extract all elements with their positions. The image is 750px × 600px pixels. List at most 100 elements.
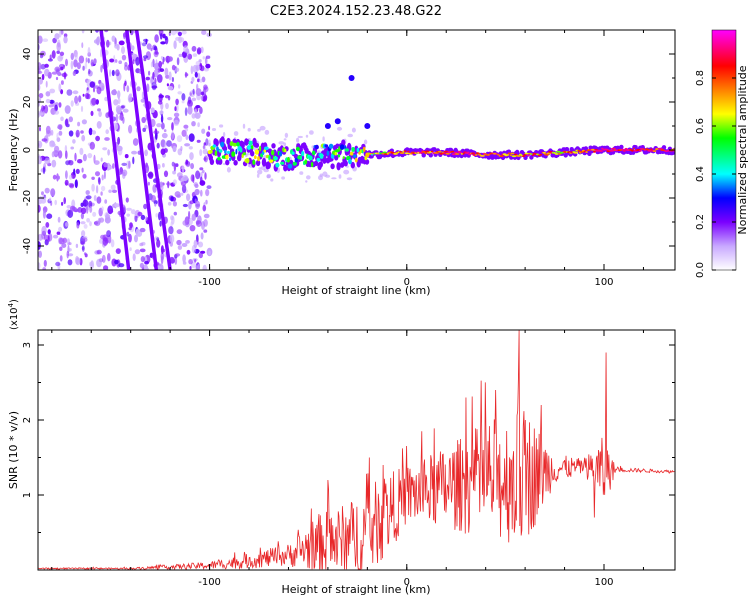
noise-speckle: [58, 130, 63, 136]
track-core: [400, 152, 405, 155]
noise-speckle: [160, 148, 166, 155]
noise-speckle: [184, 107, 188, 117]
noise-speckle: [64, 179, 69, 186]
track-halo: [219, 124, 224, 128]
noise-speckle: [115, 113, 119, 123]
noise-speckle: [189, 200, 194, 205]
track-core: [518, 153, 522, 156]
noise-speckle: [195, 105, 201, 109]
noise-speckle: [206, 131, 211, 137]
track-core: [337, 154, 341, 158]
noise-speckle: [179, 37, 185, 43]
noise-speckle: [54, 66, 61, 73]
track-core: [445, 152, 450, 155]
track-core: [229, 141, 234, 147]
noise-speckle: [86, 205, 89, 214]
noise-speckle: [111, 69, 115, 77]
noise-speckle: [56, 132, 59, 140]
noise-speckle: [72, 70, 77, 76]
noise-speckle: [134, 212, 138, 217]
noise-speckle: [208, 250, 211, 256]
noise-speckle: [112, 163, 115, 169]
noise-speckle: [76, 62, 81, 70]
noise-speckle: [66, 250, 69, 259]
noise-speckle: [90, 110, 94, 117]
track-core: [624, 147, 628, 150]
track-core: [252, 159, 256, 165]
track-edge: [209, 158, 215, 165]
track-core: [250, 145, 254, 150]
noise-speckle: [197, 122, 200, 128]
noise-speckle: [47, 229, 51, 235]
noise-speckle: [42, 166, 46, 175]
track-halo: [351, 127, 356, 133]
noise-speckle: [168, 71, 172, 81]
noise-speckle: [82, 199, 89, 207]
noise-speckle: [174, 106, 177, 112]
noise-speckle: [152, 72, 155, 80]
noise-speckle: [140, 98, 146, 103]
track-core: [458, 151, 462, 154]
noise-speckle: [63, 71, 67, 80]
noise-speckle: [168, 226, 174, 235]
noise-speckle: [125, 197, 129, 203]
track-core: [601, 147, 604, 150]
track-core: [476, 152, 480, 155]
noise-speckle: [203, 67, 209, 72]
track-halo: [259, 125, 266, 131]
noise-speckle: [177, 172, 183, 178]
track-core: [229, 157, 232, 162]
noise-speckle: [45, 130, 52, 137]
noise-speckle: [64, 119, 69, 127]
noise-speckle: [191, 213, 196, 221]
noise-speckle: [107, 149, 110, 156]
track-core: [291, 151, 295, 155]
noise-speckle: [65, 150, 68, 159]
noise-speckle: [88, 68, 91, 75]
track-edge: [283, 164, 288, 172]
track-edge: [330, 163, 335, 170]
track-core: [319, 153, 324, 159]
noise-speckle: [128, 233, 132, 243]
noise-speckle: [182, 203, 188, 208]
noise-speckle: [202, 264, 207, 270]
noise-speckle: [176, 57, 180, 66]
noise-speckle: [58, 102, 62, 108]
noise-speckle: [65, 222, 69, 227]
noise-speckle: [107, 253, 111, 262]
noise-speckle: [38, 110, 41, 118]
noise-speckle: [92, 211, 97, 217]
track-core: [231, 151, 236, 158]
noise-speckle: [171, 64, 176, 71]
noise-speckle: [103, 265, 109, 270]
noise-speckle: [126, 231, 130, 237]
noise-speckle: [177, 31, 182, 37]
noise-speckle: [75, 243, 79, 248]
noise-speckle: [93, 58, 97, 65]
noise-speckle: [201, 30, 207, 35]
noise-speckle: [158, 94, 164, 99]
noise-speckle: [81, 245, 85, 252]
noise-speckle: [58, 226, 63, 232]
noise-speckle: [199, 149, 203, 157]
snr-multiplier: (x104): [7, 299, 20, 330]
noise-speckle: [59, 246, 63, 251]
noise-speckle: [154, 77, 157, 84]
colorbar: 0.0 0.2 0.4 0.6 0.8 Normalized spectral ampl…: [695, 29, 749, 278]
noise-speckle: [172, 145, 177, 153]
noise-speckle: [167, 86, 174, 91]
noise-speckle: [197, 241, 204, 248]
noise-speckle: [132, 156, 135, 165]
track-edge: [343, 160, 348, 167]
noise-speckle: [68, 242, 72, 246]
noise-speckle: [121, 46, 125, 55]
noise-speckle: [42, 38, 49, 42]
track-edge: [350, 161, 355, 169]
track-core: [349, 151, 354, 156]
noise-speckle: [134, 214, 138, 223]
track-halo: [211, 128, 217, 131]
noise-speckle: [110, 239, 115, 248]
noise-speckle: [59, 237, 65, 245]
track-core: [254, 149, 260, 155]
noise-speckle: [108, 189, 112, 193]
